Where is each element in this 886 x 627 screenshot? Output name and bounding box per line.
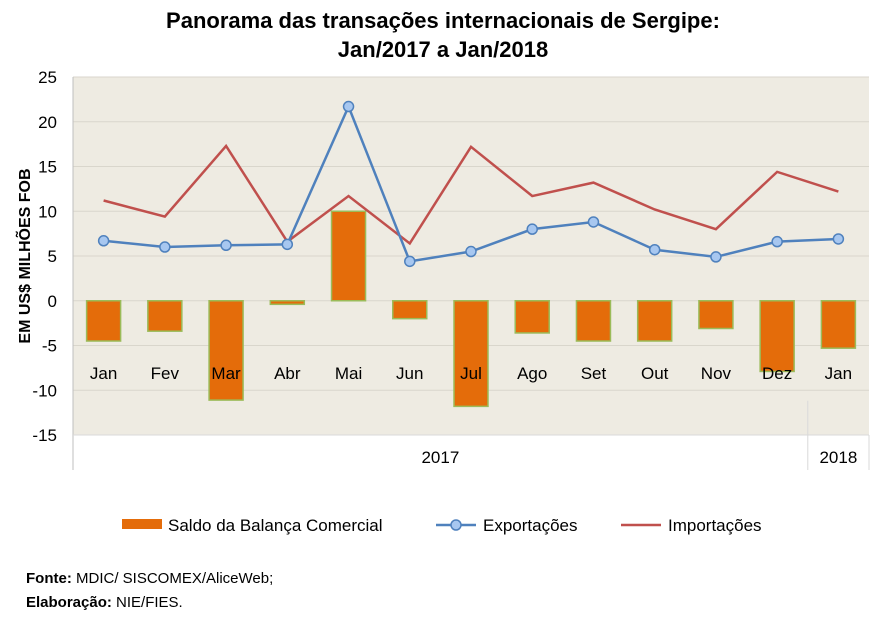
x-tick-label: Jun: [396, 364, 423, 383]
x-tick-label: Set: [581, 364, 607, 383]
x-tick-label: Mar: [211, 364, 241, 383]
bar-saldo: [392, 300, 428, 320]
y-tick-label: 15: [38, 158, 57, 177]
legend-label-exportacoes: Exportações: [483, 516, 578, 535]
elaboration-note: Elaboração: NIE/FIES.: [26, 591, 273, 615]
y-tick-label: 10: [38, 202, 57, 221]
marker-exportacoes: [97, 235, 110, 247]
bar-saldo: [514, 300, 550, 334]
chart-svg: -15 -10 -5 0 5 10 15 20 25 2017 2018 EM US$ MILHÕES…: [14, 68, 870, 535]
legend-swatch-saldo: [122, 519, 162, 529]
bar-saldo: [698, 300, 734, 330]
legend-marker-exportacoes: [450, 519, 462, 531]
chart-title-line1: Panorama das transações internacionais d…: [166, 8, 720, 33]
chart-title: Panorama das transações internacionais d…: [0, 6, 886, 64]
marker-exportacoes: [159, 241, 171, 253]
marker-exportacoes: [771, 235, 783, 248]
marker-exportacoes: [526, 223, 538, 235]
y-axis-title: EM US$ MILHÕES FOB: [14, 168, 34, 343]
marker-exportacoes: [587, 216, 600, 228]
marker-exportacoes: [710, 251, 722, 263]
line-importacoes: [103, 143, 839, 246]
bar-saldo: [269, 300, 306, 306]
x-tick-label: Abr: [274, 364, 301, 383]
bar-saldo: [147, 300, 183, 332]
bar-saldo: [208, 300, 244, 401]
legend: Saldo da Balança Comercial Exportações Imp…: [122, 516, 762, 535]
x-tick-label: Fev: [151, 364, 180, 383]
marker-exportacoes: [648, 243, 661, 256]
y-tick-label: 5: [48, 247, 57, 266]
y-tick-label: -5: [42, 337, 57, 356]
x-tick-label: Out: [641, 364, 669, 383]
y-tick-label: -10: [32, 381, 57, 400]
legend-label-importacoes: Importações: [668, 516, 762, 535]
y-tick-label: 25: [38, 68, 57, 87]
y-tick-label: 20: [38, 113, 57, 132]
bar-saldo: [636, 300, 673, 342]
year-label: 2017: [421, 448, 459, 467]
year-label: 2018: [819, 448, 857, 467]
y-tick-label: -15: [32, 426, 57, 445]
source-text: MDIC/ SISCOMEX/AliceWeb;: [71, 570, 274, 587]
x-tick-label: Dez: [762, 364, 792, 383]
bar-saldo: [575, 300, 612, 342]
marker-exportacoes: [465, 245, 477, 258]
chart-title-line2: Jan/2017 a Jan/2018: [337, 37, 549, 62]
x-tick-label: Jan: [825, 364, 852, 383]
bar-saldo: [820, 300, 857, 349]
bar-saldo: [759, 300, 795, 373]
bar-saldo: [85, 300, 122, 342]
x-tick-label: Jan: [90, 364, 117, 383]
elaboration-text: NIE/FIES.: [111, 594, 183, 611]
y-tick-label: 0: [48, 292, 57, 311]
x-tick-label: Jul: [460, 364, 482, 383]
legend-label-saldo: Saldo da Balança Comercial: [168, 516, 383, 535]
x-tick-label: Ago: [517, 364, 547, 383]
bar-saldo: [330, 210, 367, 302]
marker-exportacoes: [281, 238, 294, 251]
x-tick-label: Nov: [701, 364, 732, 383]
footnote: Fonte: MDIC/ SISCOMEX/AliceWeb; Elaboraç…: [26, 567, 273, 615]
bar-saldo: [453, 300, 489, 408]
marker-exportacoes: [404, 255, 416, 268]
marker-exportacoes: [832, 233, 845, 245]
source-label: Fonte:: [26, 570, 72, 587]
source-note: Fonte: MDIC/ SISCOMEX/AliceWeb;: [26, 567, 273, 591]
marker-exportacoes: [342, 100, 355, 113]
x-tick-label: Mai: [335, 364, 362, 383]
elaboration-label: Elaboração:: [26, 594, 112, 611]
marker-exportacoes: [220, 239, 232, 252]
